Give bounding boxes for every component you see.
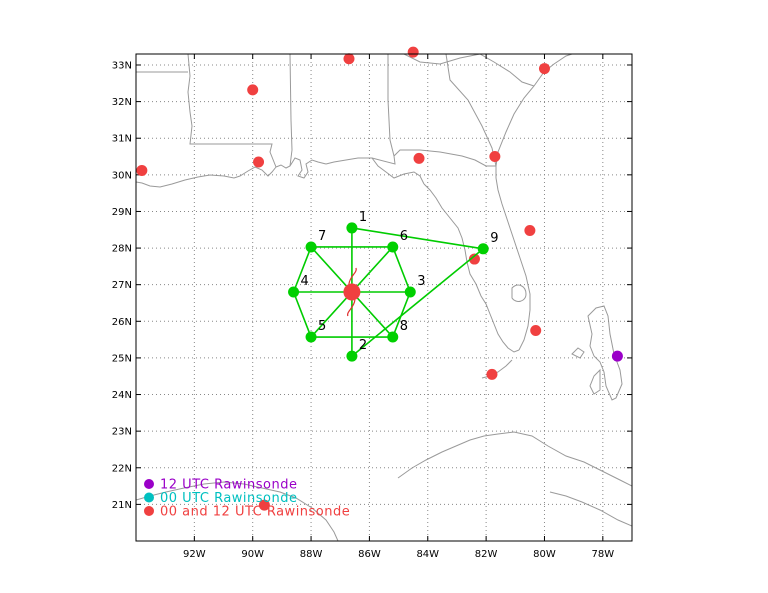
lat-tick-label: 32N <box>112 97 132 108</box>
legend-label: 00 UTC Rawinsonde <box>160 491 298 506</box>
map-frame <box>135 53 633 542</box>
lat-tick-label: 28N <box>112 244 132 255</box>
network-link-3-8 <box>392 291 412 338</box>
panhandle-coast <box>325 157 425 185</box>
lon-tick-label: 84W <box>416 549 439 560</box>
network-node-6 <box>387 241 399 253</box>
cuba-coast <box>397 431 632 527</box>
network-node-label-6: 6 <box>400 229 408 244</box>
network-node-label-3: 3 <box>417 274 425 289</box>
legend-marker <box>144 492 154 503</box>
network-node-label-2: 2 <box>359 338 367 353</box>
network-node-label-1: 1 <box>359 210 367 225</box>
network-node-label-7: 7 <box>318 229 326 244</box>
network-link-7-4 <box>292 246 312 293</box>
lon-tick-label: 82W <box>475 549 498 560</box>
rawinsonde-12utc-station <box>611 350 623 362</box>
network-node-label-9: 9 <box>490 231 498 246</box>
network-link-1-9 <box>351 227 484 250</box>
graticule <box>136 54 632 541</box>
network-link-6-3 <box>392 246 412 293</box>
lat-tick-label: 25N <box>112 353 132 364</box>
rawinsonde-00-12utc-station <box>468 253 480 265</box>
rawinsonde-00-12utc-station <box>407 46 419 58</box>
lon-tick-label: 86W <box>358 549 381 560</box>
atlantic-coast <box>495 54 573 351</box>
lon-tick-label: 90W <box>241 549 264 560</box>
storm-center-marker <box>343 267 361 317</box>
map-background <box>136 54 632 541</box>
rawinsonde-00-12utc-station <box>413 152 425 164</box>
lat-tick-label: 22N <box>112 463 132 474</box>
lat-tick-label: 24N <box>112 390 132 401</box>
lat-tick-label: 29N <box>112 207 132 218</box>
rawinsonde-00-12utc-station <box>489 151 501 163</box>
storm-center-dot <box>343 283 361 301</box>
rawinsonde-00-12utc-station <box>486 368 498 380</box>
coastlines-and-borders <box>136 54 632 541</box>
network-node-label-4: 4 <box>301 274 309 289</box>
network-node-5 <box>305 331 317 343</box>
lat-tick-label: 30N <box>112 170 132 181</box>
network-node-7 <box>305 241 317 253</box>
network-node-3 <box>404 286 416 298</box>
storm-spiral-arm-south <box>347 299 356 317</box>
rawinsonde-00-12utc-station <box>530 324 542 336</box>
lon-tick-label: 92W <box>183 549 206 560</box>
texas-louisiana-coast <box>136 166 277 188</box>
florida-west-coast <box>423 183 520 353</box>
legend-marker <box>144 506 154 516</box>
network-node-1 <box>346 222 358 234</box>
network-node-4 <box>288 286 300 298</box>
network-node-2 <box>346 350 358 362</box>
network-node-8 <box>387 331 399 343</box>
network-node-label-5: 5 <box>318 319 326 334</box>
lat-tick-label: 21N <box>112 500 132 511</box>
legend-label: 00 and 12 UTC Rawinsonde <box>160 505 350 520</box>
network-link-4-5 <box>292 291 312 338</box>
lat-tick-label: 23N <box>112 427 132 438</box>
bahamas-outline <box>571 305 623 401</box>
lat-tick-label: 31N <box>112 134 132 145</box>
lat-tick-label: 27N <box>112 280 132 291</box>
state-borders <box>136 54 535 168</box>
rawinsonde-00-12utc-station <box>538 63 550 75</box>
network-link-2-9 <box>351 248 484 357</box>
lon-tick-label: 80W <box>533 549 556 560</box>
lon-tick-label: 78W <box>592 549 615 560</box>
mississippi-delta <box>275 157 327 179</box>
lon-tick-label: 88W <box>300 549 323 560</box>
network-node-9 <box>477 243 489 255</box>
lat-tick-label: 26N <box>112 317 132 328</box>
storm-spiral-arm-north <box>348 267 357 285</box>
lat-tick-label: 33N <box>112 60 132 71</box>
rawinsonde-00-12utc-station <box>343 53 355 65</box>
rawinsonde-00-12utc-station <box>253 156 265 168</box>
rawinsonde-00-12utc-station <box>247 84 259 96</box>
rawinsonde-00-12utc-station <box>258 499 270 511</box>
legend-marker <box>144 479 154 489</box>
rawinsonde-00-12utc-station <box>524 224 536 236</box>
longitude-tick-labels: 92W 90W 88W 86W 84W 82W 80W 78W <box>183 549 614 560</box>
rawinsonde-00-12utc-station <box>136 164 148 176</box>
rawinsonde-stations <box>136 46 623 511</box>
legend-label: 12 UTC Rawinsonde <box>160 478 298 493</box>
lake-okeechobee <box>511 284 527 302</box>
network-node-label-8: 8 <box>400 319 408 334</box>
latitude-tick-labels: 33N 32N 31N 30N 29N 28N 27N 26N 25N 24N 23N 22N 21N <box>112 60 132 510</box>
